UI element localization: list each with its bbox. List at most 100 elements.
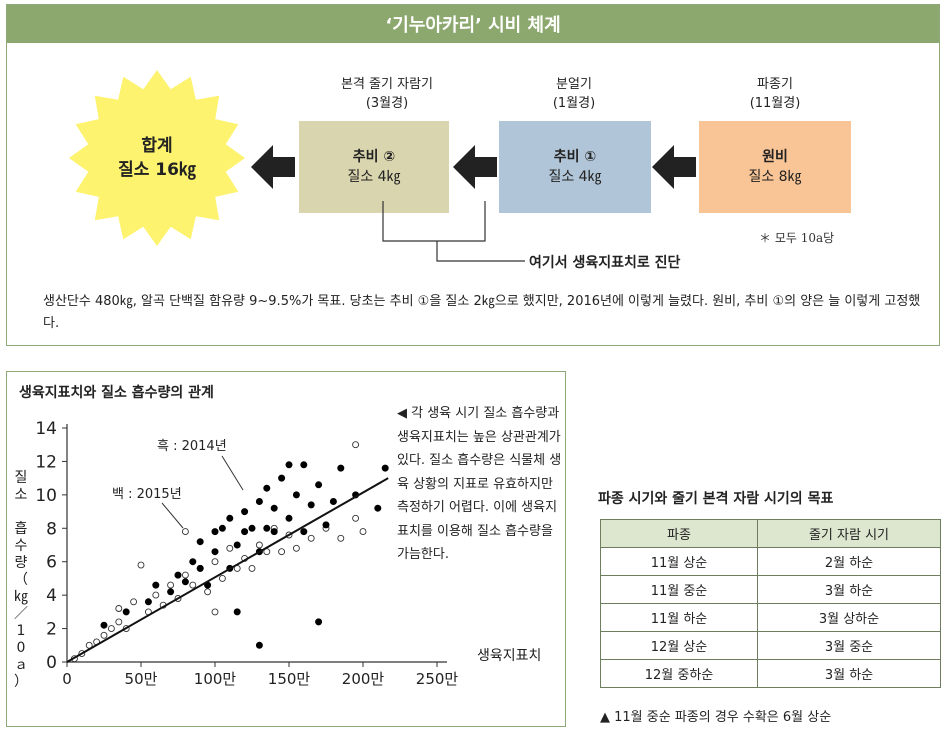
table-cell: 11월 중순 [600,575,758,604]
arrow-left-icon [652,145,696,189]
point-2015 [181,571,189,579]
x-tick-label: 250만 [416,670,459,688]
point-2014 [122,608,130,616]
point-2014 [270,528,278,536]
point-2014 [241,528,249,536]
panel-title: ‘기누아카리’ 시비 체계 [385,15,561,36]
point-2014 [315,481,323,489]
point-2014 [315,618,323,626]
point-2015 [211,608,219,616]
base-fertilizer-box: 원비 질소 8㎏ [699,121,851,213]
y-axis-label-char: 질 [15,470,28,486]
y-axis-label-char: （ [14,572,28,588]
point-2014 [300,461,308,469]
x-tick-label: 50만 [125,670,158,688]
stage-period: 분얼기 [556,77,592,92]
stage-month: (11월경) [749,96,801,111]
point-2015 [307,534,315,542]
x-axis-label: 생육지표치 [477,648,541,664]
point-2015 [248,564,256,572]
stage-type: 추비 ② [352,149,396,165]
point-2014 [248,524,256,532]
point-2014 [381,464,389,472]
y-axis-label-char: 흡 [15,521,28,537]
point-2015 [189,581,197,589]
point-2015 [359,528,367,536]
table-cell: 3월 상하순 [756,603,942,632]
point-2015 [167,581,175,589]
x-tick-label: 150만 [268,670,311,688]
point-2015 [130,598,138,606]
point-2014 [152,581,160,589]
column-header: 파종 [600,519,758,548]
chart-title: 생육지표치와 질소 흡수량의 관계 [19,385,214,401]
point-2015 [107,625,115,633]
stage-period: 파종기 [757,77,793,92]
column-header: 줄기 자람 시기 [756,519,942,548]
point-2014 [181,578,189,586]
annotation-line [221,455,244,491]
point-2014 [263,524,271,532]
table-row: 11월 하순 3월 상하순 [600,603,942,632]
target-table: 파종 줄기 자람 시기 11월 상순 2월 하순 11월 중순 3월 하순 11… [600,519,942,688]
y-axis-label-char: 소 [15,487,28,503]
table-title: 파종 시기와 줄기 본격 자람 시기의 목표 [598,491,834,507]
point-2015 [352,441,360,449]
y-tick-label: 2 [46,620,57,640]
total-label-block: 합계 질소 16㎏ [107,123,207,193]
table-row: 11월 상순 2월 하순 [600,547,942,576]
point-2014 [174,571,182,579]
point-2014 [167,588,175,596]
y-axis-label-char: 0 [17,640,26,656]
point-2015 [226,544,234,552]
point-2015 [337,534,345,542]
table-row: 12월 상순 3월 중순 [600,631,942,660]
point-2015 [115,605,123,612]
point-2014 [329,498,337,505]
y-axis-label-char: ） [14,674,28,690]
stage-amount: 질소 4㎏ [548,169,602,185]
stage-month: (3월경) [365,96,409,111]
point-2014 [233,541,241,549]
stage-type: 원비 [762,149,788,165]
topdress-1-box: 추비 ① 질소 4㎏ [499,121,651,213]
stage-period-label: 분얼기 (1월경) [499,75,649,113]
point-2014 [337,464,345,472]
y-axis-label-char: ㎏ [14,589,28,605]
point-2015 [278,548,286,556]
point-2014 [278,474,286,482]
y-axis-label-char: ／ [14,606,28,622]
point-2015 [352,514,360,522]
point-2015 [204,588,212,596]
table-row: 11월 중순 3월 하순 [600,575,942,604]
per-area-note: ＊ 모두 10a당 [759,231,835,245]
point-2014 [263,484,271,492]
table-header-row: 파종 줄기 자람 시기 [600,519,942,548]
point-2014 [255,498,263,505]
point-2015 [211,558,219,566]
topdress-2-box: 추비 ② 질소 4㎏ [299,121,449,213]
stage-period-label: 본격 줄기 자람기 (3월경) [299,75,475,113]
stage-amount: 질소 8㎏ [748,169,802,185]
point-2014 [100,621,108,629]
point-2015 [218,574,226,582]
y-tick-label: 12 [35,452,57,472]
table-cell: 3월 중순 [756,631,942,660]
point-2014 [144,598,152,606]
chart-panel: 생육지표치와 질소 흡수량의 관계 0 2 4 6 8 10 12 14 0 50만 100만 150… [6,371,566,727]
point-2014 [270,504,278,512]
point-2014 [241,508,249,516]
point-2014 [196,564,204,572]
total-starburst-icon [69,70,245,246]
table-cell: 2월 하순 [756,547,942,576]
y-tick-label: 8 [46,519,57,539]
trend-line [66,477,389,663]
y-tick-label: 0 [46,653,57,673]
stage-period: 본격 줄기 자람기 [341,77,433,92]
chart-description: ◀ 각 생육 시기 질소 흡수량과 생육지표치는 높은 상관관계가 있다. 질소… [397,406,562,562]
fertilizer-system-panel: ‘기누아카리’ 시비 체계 합계 질소 16㎏ 본격 줄기 자람기 (3월경) … [6,4,940,346]
table-cell: 11월 상순 [600,547,758,576]
point-2015 [292,544,300,552]
panel-header: ‘기누아카리’ 시비 체계 [7,5,939,43]
